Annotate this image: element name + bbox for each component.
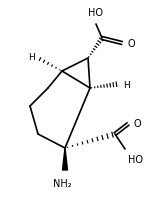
Polygon shape bbox=[62, 148, 68, 170]
Text: O: O bbox=[127, 39, 135, 49]
Text: HO: HO bbox=[128, 154, 143, 164]
Text: H: H bbox=[123, 80, 130, 89]
Text: O: O bbox=[133, 118, 141, 128]
Text: H: H bbox=[28, 53, 34, 62]
Text: NH₂: NH₂ bbox=[53, 178, 71, 188]
Text: HO: HO bbox=[87, 8, 103, 18]
